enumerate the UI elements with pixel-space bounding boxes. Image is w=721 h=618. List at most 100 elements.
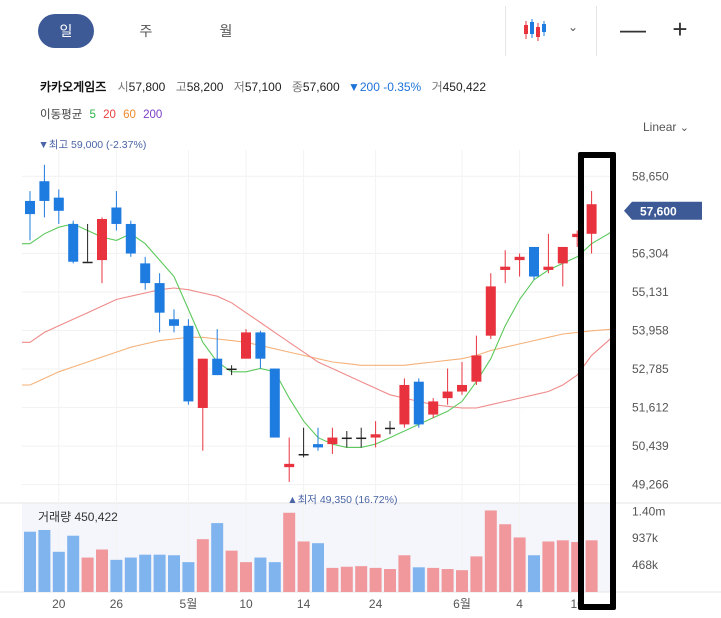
candle-body <box>457 384 467 392</box>
volume-bar <box>182 562 195 592</box>
volume-bar <box>427 567 440 592</box>
high-label: 고 <box>175 80 187 94</box>
volume-bar <box>369 567 382 592</box>
y-tick-label: 55,131 <box>632 285 669 299</box>
chevron-down-icon[interactable]: ⌄ <box>568 20 579 34</box>
open-value: 57,800 <box>128 80 166 94</box>
volume-bar <box>240 562 252 592</box>
x-tick-label: 20 <box>52 597 66 611</box>
volume-bar <box>441 569 454 592</box>
volume-bar <box>52 551 65 592</box>
volume-bar <box>528 555 540 592</box>
candle-body <box>255 332 266 359</box>
candle-body <box>140 263 151 284</box>
volume-bar <box>168 555 180 592</box>
candle-body <box>572 233 583 238</box>
volume-bar <box>225 550 238 592</box>
ma-5: 5 <box>89 109 96 121</box>
candle-body <box>327 437 338 445</box>
candle-body <box>97 219 107 261</box>
moving-average-legend[interactable]: 이동평균 5 20 60 200 <box>40 106 166 122</box>
candle-body <box>68 223 79 262</box>
volume-tick-label: 937k <box>632 531 659 545</box>
candle-body <box>442 391 453 399</box>
volume-tick-label: 468k <box>632 558 659 572</box>
volume-bar <box>355 566 368 592</box>
volume-bar <box>283 512 296 592</box>
zoom-in-button[interactable]: + <box>672 14 688 44</box>
stock-name: 카카오게임즈 <box>40 80 107 94</box>
close-label: 종 <box>291 80 303 94</box>
y-tick-label: 50,439 <box>632 439 669 453</box>
ma20-line <box>22 287 615 409</box>
min-price-annotation: ▲최저 49,350 (16.72%) <box>287 494 397 506</box>
x-tick-label: 10 <box>239 597 253 611</box>
volume-bar <box>585 540 598 592</box>
candle-body <box>471 355 482 382</box>
volume-bar <box>67 535 80 592</box>
x-tick-label: 5월 <box>180 597 198 611</box>
candle-body <box>413 381 424 425</box>
volume-bar <box>268 562 281 592</box>
candle-body <box>399 384 410 425</box>
candle-body <box>529 246 539 277</box>
candle-body <box>356 437 367 440</box>
candle-body <box>543 266 554 270</box>
volume-bar <box>124 557 137 592</box>
volume-bar <box>340 566 353 592</box>
candle-body <box>111 207 122 224</box>
candle-body <box>154 283 165 313</box>
volume-bar <box>312 543 324 592</box>
volume-bar <box>326 567 339 592</box>
ma5-line <box>22 223 615 448</box>
y-tick-label: 49,266 <box>632 478 669 492</box>
current-price-tag <box>624 201 702 220</box>
volume-bar <box>110 559 123 592</box>
candle-body <box>82 261 93 264</box>
volume-title: 거래량 450,422 <box>38 510 118 524</box>
candle-body <box>500 266 511 270</box>
volume-bar <box>556 540 569 592</box>
close-value: 57,600 <box>302 80 340 94</box>
ma-60: 60 <box>123 109 136 121</box>
low-label: 저 <box>233 80 245 94</box>
candlestick-icon[interactable] <box>522 18 548 47</box>
tab-daily[interactable]: 일 <box>38 14 94 48</box>
volume-bar <box>456 570 468 592</box>
stock-info: 카카오게임즈 시57,800 고58,200 저57,100 종57,600 ▼… <box>40 78 491 95</box>
scale-mode-select[interactable]: Linear ⌄ <box>643 120 689 134</box>
y-tick-label: 51,612 <box>632 401 669 415</box>
x-tick-label: 4 <box>516 597 523 611</box>
max-price-annotation: ▼최고 59,000 (-2.37%) <box>38 139 146 151</box>
candle-body <box>241 332 251 359</box>
candle-body <box>385 427 395 430</box>
candle-body <box>39 181 50 201</box>
zoom-out-button[interactable]: — <box>620 14 646 44</box>
volume-bar <box>211 523 224 592</box>
volume-bar <box>499 524 512 592</box>
volume-bar <box>297 541 310 592</box>
y-tick-label: 52,785 <box>632 362 669 376</box>
candle-body <box>53 197 64 211</box>
volume-bar <box>542 541 555 592</box>
volume-bar <box>384 569 396 592</box>
volume-bar <box>254 557 267 592</box>
volume-value: 450,422 <box>442 80 487 94</box>
candle-body <box>269 368 280 438</box>
candle-body <box>25 200 35 215</box>
chevron-down-icon: ⌄ <box>679 122 689 134</box>
high-value: 58,200 <box>186 80 224 94</box>
candle-body <box>370 434 381 438</box>
candle-body <box>485 286 496 336</box>
tab-monthly[interactable]: 월 <box>219 23 233 39</box>
ma-label: 이동평균 <box>40 109 83 121</box>
y-tick-label: 58,650 <box>632 169 669 183</box>
tab-weekly[interactable]: 주 <box>139 23 153 39</box>
low-value: 57,100 <box>244 80 282 94</box>
volume-label: 거 <box>431 80 443 94</box>
volume-bar <box>24 531 36 592</box>
change-value: ▼200 -0.35% <box>347 80 422 94</box>
candle-body <box>284 463 295 468</box>
candle-body <box>298 453 309 456</box>
